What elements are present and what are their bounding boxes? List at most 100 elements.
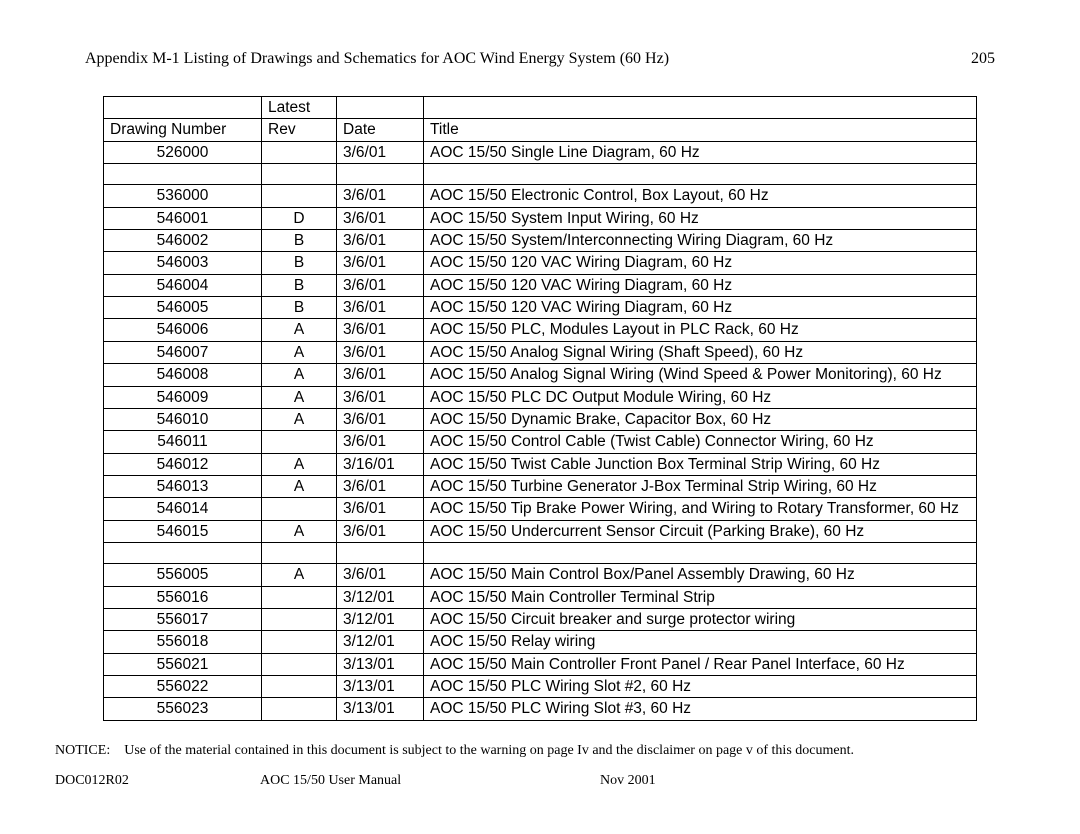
table-row: 556005A3/6/01AOC 15/50 Main Control Box/…: [104, 564, 977, 586]
table-cell-date: 3/6/01: [337, 520, 424, 542]
table-cell-drawing: 546014: [104, 498, 262, 520]
table-cell-drawing: 556017: [104, 608, 262, 630]
table-cell-date: 3/6/01: [337, 229, 424, 251]
table-row: 5560163/12/01AOC 15/50 Main Controller T…: [104, 586, 977, 608]
table-row: 546010A3/6/01AOC 15/50 Dynamic Brake, Ca…: [104, 408, 977, 430]
table-cell-rev: A: [262, 364, 337, 386]
table-cell-rev: B: [262, 297, 337, 319]
table-row: 546009A3/6/01AOC 15/50 PLC DC Output Mod…: [104, 386, 977, 408]
table-header-rev: Rev: [262, 119, 337, 141]
table-cell-date: 3/12/01: [337, 586, 424, 608]
table-cell-rev: B: [262, 229, 337, 251]
table-header-blank: [104, 97, 262, 119]
table-cell-title: AOC 15/50 Analog Signal Wiring (Shaft Sp…: [424, 341, 977, 363]
table-cell-drawing: 556021: [104, 653, 262, 675]
table-cell-date: 3/6/01: [337, 319, 424, 341]
table-header-drawing: Drawing Number: [104, 119, 262, 141]
table-cell-date: 3/6/01: [337, 252, 424, 274]
table-cell-date: 3/6/01: [337, 297, 424, 319]
table-cell-drawing: 546012: [104, 453, 262, 475]
table-row: 546004B3/6/01AOC 15/50 120 VAC Wiring Di…: [104, 274, 977, 296]
table-row: [104, 543, 977, 564]
table-cell-title: AOC 15/50 Single Line Diagram, 60 Hz: [424, 141, 977, 163]
table-cell-title: AOC 15/50 Analog Signal Wiring (Wind Spe…: [424, 364, 977, 386]
notice-label: NOTICE:: [55, 743, 110, 758]
table-cell-rev: A: [262, 476, 337, 498]
table-cell-rev: A: [262, 386, 337, 408]
table-header-rev-top: Latest: [262, 97, 337, 119]
table-cell-date: 3/6/01: [337, 386, 424, 408]
table-cell-title: AOC 15/50 Main Controller Terminal Strip: [424, 586, 977, 608]
table-cell-drawing: 546001: [104, 207, 262, 229]
table-row: 5560233/13/01AOC 15/50 PLC Wiring Slot #…: [104, 698, 977, 720]
table-cell-empty: [104, 543, 262, 564]
table-header-date: Date: [337, 119, 424, 141]
table-cell-rev: A: [262, 341, 337, 363]
table-row: 5260003/6/01AOC 15/50 Single Line Diagra…: [104, 141, 977, 163]
table-cell-title: AOC 15/50 120 VAC Wiring Diagram, 60 Hz: [424, 274, 977, 296]
table-cell-drawing: 546002: [104, 229, 262, 251]
table-cell-date: 3/13/01: [337, 676, 424, 698]
table-row: 546015A3/6/01AOC 15/50 Undercurrent Sens…: [104, 520, 977, 542]
table-cell-drawing: 546009: [104, 386, 262, 408]
table-header-blank: [337, 97, 424, 119]
table-cell-empty: [337, 543, 424, 564]
table-cell-title: AOC 15/50 Turbine Generator J-Box Termin…: [424, 476, 977, 498]
table-cell-rev: [262, 698, 337, 720]
table-cell-title: AOC 15/50 PLC Wiring Slot #2, 60 Hz: [424, 676, 977, 698]
table-cell-empty: [262, 164, 337, 185]
table-cell-drawing: 556005: [104, 564, 262, 586]
footer-date: Nov 2001: [600, 773, 656, 789]
table-cell-date: 3/6/01: [337, 564, 424, 586]
table-cell-drawing: 536000: [104, 185, 262, 207]
table-cell-title: AOC 15/50 Tip Brake Power Wiring, and Wi…: [424, 498, 977, 520]
table-cell-rev: A: [262, 520, 337, 542]
table-cell-rev: D: [262, 207, 337, 229]
table-cell-drawing: 546008: [104, 364, 262, 386]
table-cell-rev: [262, 608, 337, 630]
table-cell-title: AOC 15/50 Electronic Control, Box Layout…: [424, 185, 977, 207]
table-cell-date: 3/6/01: [337, 498, 424, 520]
page-footer: DOC012R02 AOC 15/50 User Manual Nov 2001: [45, 773, 1035, 789]
table-cell-title: AOC 15/50 PLC DC Output Module Wiring, 6…: [424, 386, 977, 408]
table-row: 546005B3/6/01AOC 15/50 120 VAC Wiring Di…: [104, 297, 977, 319]
table-cell-rev: [262, 431, 337, 453]
page-header: Appendix M-1 Listing of Drawings and Sch…: [45, 50, 1035, 68]
table-row: 546001D3/6/01AOC 15/50 System Input Wiri…: [104, 207, 977, 229]
table-cell-rev: A: [262, 453, 337, 475]
table-cell-title: AOC 15/50 120 VAC Wiring Diagram, 60 Hz: [424, 252, 977, 274]
table-cell-title: AOC 15/50 Undercurrent Sensor Circuit (P…: [424, 520, 977, 542]
table-row: 546002B3/6/01AOC 15/50 System/Interconne…: [104, 229, 977, 251]
table-cell-title: AOC 15/50 Dynamic Brake, Capacitor Box, …: [424, 408, 977, 430]
table-cell-title: AOC 15/50 120 VAC Wiring Diagram, 60 Hz: [424, 297, 977, 319]
table-cell-drawing: 556023: [104, 698, 262, 720]
table-cell-rev: A: [262, 319, 337, 341]
table-header-title: Title: [424, 119, 977, 141]
table-row: 546014 3/6/01AOC 15/50 Tip Brake Power Wi…: [104, 498, 977, 520]
table-row: 546003B3/6/01AOC 15/50 120 VAC Wiring Di…: [104, 252, 977, 274]
table-cell-rev: B: [262, 274, 337, 296]
table-cell-drawing: 546015: [104, 520, 262, 542]
table-cell-title: AOC 15/50 System Input Wiring, 60 Hz: [424, 207, 977, 229]
table-cell-drawing: 546005: [104, 297, 262, 319]
table-cell-empty: [262, 543, 337, 564]
table-cell-drawing: 546010: [104, 408, 262, 430]
table-row: 556022 3/13/01AOC 15/50 PLC Wiring Slot #…: [104, 676, 977, 698]
table-cell-drawing: 546006: [104, 319, 262, 341]
table-cell-date: 3/13/01: [337, 698, 424, 720]
table-cell-empty: [424, 164, 977, 185]
table-cell-drawing: 556022: [104, 676, 262, 698]
table-cell-rev: [262, 498, 337, 520]
appendix-title: Appendix M-1 Listing of Drawings and Sch…: [85, 50, 669, 68]
table-cell-date: 3/6/01: [337, 207, 424, 229]
table-cell-date: 3/6/01: [337, 476, 424, 498]
table-cell-rev: A: [262, 564, 337, 586]
table-row: 5560213/13/01AOC 15/50 Main Controller F…: [104, 653, 977, 675]
table-cell-title: AOC 15/50 Twist Cable Junction Box Termi…: [424, 453, 977, 475]
table-cell-drawing: 526000: [104, 141, 262, 163]
table-cell-empty: [104, 164, 262, 185]
table-cell-drawing: 546007: [104, 341, 262, 363]
table-cell-date: 3/6/01: [337, 274, 424, 296]
table-cell-date: 3/6/01: [337, 408, 424, 430]
table-cell-title: AOC 15/50 Circuit breaker and surge prot…: [424, 608, 977, 630]
